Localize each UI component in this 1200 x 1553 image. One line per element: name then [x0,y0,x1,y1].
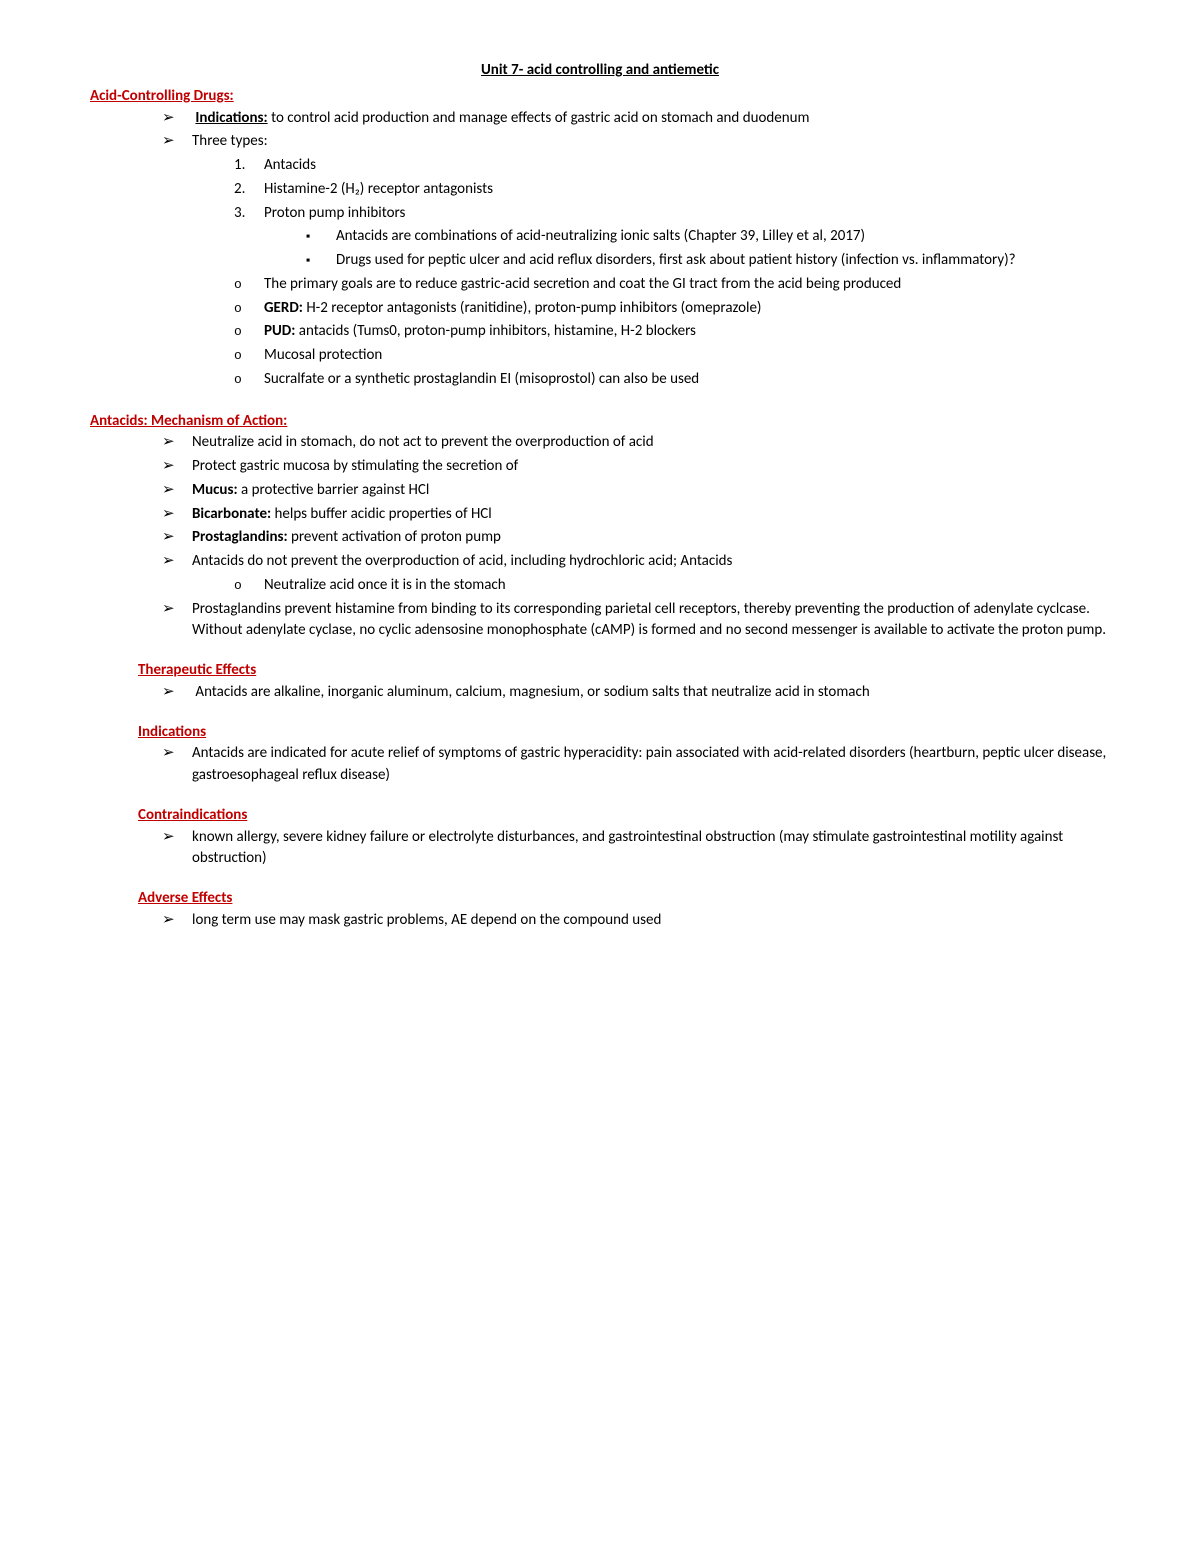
list-item: Mucus: a protective barrier against HCl [162,480,1110,502]
list-item: Neutralize acid once it is in the stomac… [234,575,1110,597]
list-item: 1.Antacids [234,155,1110,177]
body-text: prevent activation of proton pump [288,528,501,546]
prostaglandins-label: Prostaglandins: [192,528,288,546]
page-title: Unit 7- acid controlling and antiemetic [90,60,1110,82]
list-item: Sucralfate or a synthetic prostaglandin … [234,369,1110,391]
list-item: Protect gastric mucosa by stimulating th… [162,456,1110,478]
list-item: long term use may mask gastric problems,… [162,910,1110,932]
indications-label: Indications: [195,109,267,127]
list-item: Three types: [162,131,1110,153]
body-text: Histamine-2 (H₂) receptor antagonists [264,180,493,198]
bicarbonate-label: Bicarbonate: [192,505,271,523]
list-item: Drugs used for peptic ulcer and acid ref… [306,250,1110,272]
section-heading-antacids-moa: Antacids: Mechanism of Action: [90,411,1110,433]
body-text: a protective barrier against HCl [238,481,430,499]
list-item: Mucosal protection [234,345,1110,367]
list-item: 2.Histamine-2 (H₂) receptor antagonists [234,179,1110,201]
body-text: antacids (Tums0, proton-pump inhibitors,… [295,322,696,340]
list-item: Antacids are indicated for acute relief … [162,743,1110,787]
section-heading-adverse: Adverse Effects [138,888,1110,910]
list-item: Antacids do not prevent the overproducti… [162,551,1110,573]
list-item: GERD: H-2 receptor antagonists (ranitidi… [234,298,1110,320]
list-item: 3.Proton pump inhibitors [234,203,1110,225]
list-item: Prostaglandins: prevent activation of pr… [162,527,1110,549]
pud-label: PUD: [264,322,295,340]
list-item: The primary goals are to reduce gastric-… [234,274,1110,296]
section-heading-indications: Indications [138,722,1110,744]
gerd-label: GERD: [264,299,303,317]
list-item: Antacids are alkaline, inorganic aluminu… [162,682,1110,704]
list-item: Antacids are combinations of acid-neutra… [306,226,1110,248]
list-item: Indications: to control acid production … [162,108,1110,130]
list-item: PUD: antacids (Tums0, proton-pump inhibi… [234,321,1110,343]
list-item: known allergy, severe kidney failure or … [162,827,1110,871]
list-item: Prostaglandins prevent histamine from bi… [162,599,1110,643]
body-text: Antacids [264,156,316,174]
section-heading-acid-controlling: Acid-Controlling Drugs: [90,86,1110,108]
mucus-label: Mucus: [192,481,238,499]
body-text: Proton pump inhibitors [264,204,405,222]
body-text: H-2 receptor antagonists (ranitidine), p… [303,299,762,317]
body-text: helps buffer acidic properties of HCl [271,505,492,523]
section-heading-contraindications: Contraindications [138,805,1110,827]
body-text: to control acid production and manage ef… [268,109,810,127]
list-item: Bicarbonate: helps buffer acidic propert… [162,504,1110,526]
list-item: Neutralize acid in stomach, do not act t… [162,432,1110,454]
section-heading-therapeutic: Therapeutic Effects [138,660,1110,682]
